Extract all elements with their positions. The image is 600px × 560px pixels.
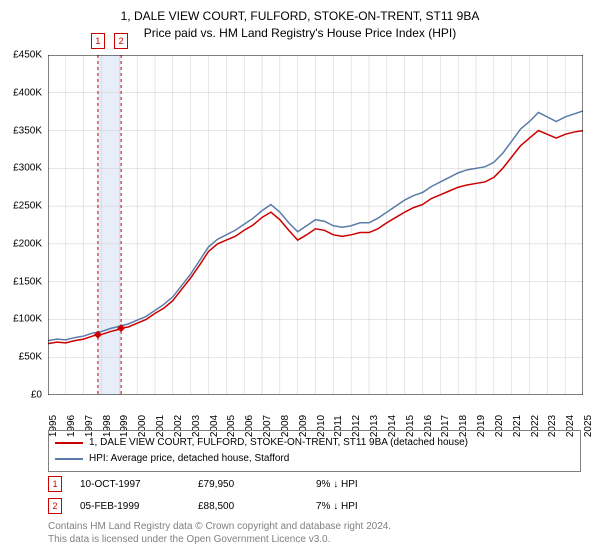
- transaction-marker-2: 2: [48, 498, 62, 514]
- transaction-delta-2: 7% ↓ HPI: [316, 501, 358, 512]
- legend-text-1: 1, DALE VIEW COURT, FULFORD, STOKE-ON-TR…: [89, 435, 468, 451]
- footer: Contains HM Land Registry data © Crown c…: [48, 520, 391, 546]
- footer-line-2: This data is licensed under the Open Gov…: [48, 533, 391, 546]
- y-tick-label: £100K: [13, 314, 42, 325]
- transaction-price-1: £79,950: [198, 479, 298, 490]
- y-tick-label: £300K: [13, 163, 42, 174]
- y-tick-label: £0: [31, 390, 42, 401]
- chart-marker: 2: [114, 33, 128, 49]
- legend-text-2: HPI: Average price, detached house, Staf…: [89, 451, 289, 467]
- footer-line-1: Contains HM Land Registry data © Crown c…: [48, 520, 391, 533]
- y-tick-label: £450K: [13, 50, 42, 61]
- legend: 1, DALE VIEW COURT, FULFORD, STOKE-ON-TR…: [48, 430, 581, 472]
- y-tick-label: £50K: [19, 352, 42, 363]
- y-tick-label: £150K: [13, 276, 42, 287]
- transaction-delta-1: 9% ↓ HPI: [316, 479, 358, 490]
- transaction-date-2: 05-FEB-1999: [80, 501, 180, 512]
- chart-marker: 1: [91, 33, 105, 49]
- x-axis: 1995199619971998199920002001200220032004…: [48, 398, 583, 428]
- legend-item-1: 1, DALE VIEW COURT, FULFORD, STOKE-ON-TR…: [55, 435, 574, 451]
- y-axis: £0£50K£100K£150K£200K£250K£300K£350K£400…: [0, 55, 45, 395]
- y-tick-label: £350K: [13, 125, 42, 136]
- legend-swatch-2: [55, 458, 83, 460]
- transaction-marker-1: 1: [48, 476, 62, 492]
- legend-swatch-1: [55, 442, 83, 444]
- title-line-1: 1, DALE VIEW COURT, FULFORD, STOKE-ON-TR…: [0, 8, 600, 25]
- y-tick-label: £250K: [13, 201, 42, 212]
- transaction-row-1: 1 10-OCT-1997 £79,950 9% ↓ HPI: [48, 476, 358, 492]
- chart-container: 1, DALE VIEW COURT, FULFORD, STOKE-ON-TR…: [0, 0, 600, 560]
- x-tick-label: 2025: [583, 415, 594, 437]
- y-tick-label: £400K: [13, 87, 42, 98]
- transaction-date-1: 10-OCT-1997: [80, 479, 180, 490]
- chart-svg: [48, 55, 583, 395]
- chart-area: 12: [48, 55, 583, 395]
- legend-item-2: HPI: Average price, detached house, Staf…: [55, 451, 574, 467]
- y-tick-label: £200K: [13, 238, 42, 249]
- transaction-row-2: 2 05-FEB-1999 £88,500 7% ↓ HPI: [48, 498, 358, 514]
- transaction-price-2: £88,500: [198, 501, 298, 512]
